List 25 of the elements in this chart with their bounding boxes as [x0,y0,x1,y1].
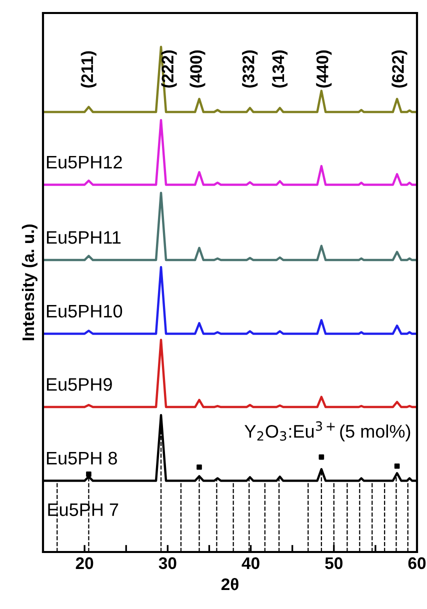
annotation: (134) [272,50,288,88]
annotation: (440) [316,50,332,88]
x-tick-label: 50 [325,557,342,570]
annotation: Eu5PH 7 [48,503,118,516]
annotation: (211) [80,51,96,88]
series-label: Eu5PH10 [46,304,122,318]
annotation: (400) [190,50,206,88]
x-tick-label: 40 [242,557,260,570]
annotation: (222) [161,50,177,88]
series-label: Eu5PH 8 [46,452,117,465]
series-label: Eu5PH9 [46,378,112,391]
point [394,463,400,469]
series-label: Eu5PH11 [46,231,121,244]
point [318,454,324,460]
x-axis-title: 2θ [221,578,238,590]
y-axis-title: Intensity (a. u.) [22,224,38,340]
annotation: (332) [242,50,258,88]
point [196,464,202,470]
series-label: Eu5PH12 [46,156,122,169]
x-tick-label: 20 [76,557,94,570]
point [86,472,92,477]
annotation: Y$_{2}$O$_{3}$:Eu$^{3+}$(5 mol%) [244,421,410,442]
annotation: (622) [392,50,408,88]
x-tick-label: 60 [408,557,426,570]
x-tick-label: 30 [158,557,176,570]
